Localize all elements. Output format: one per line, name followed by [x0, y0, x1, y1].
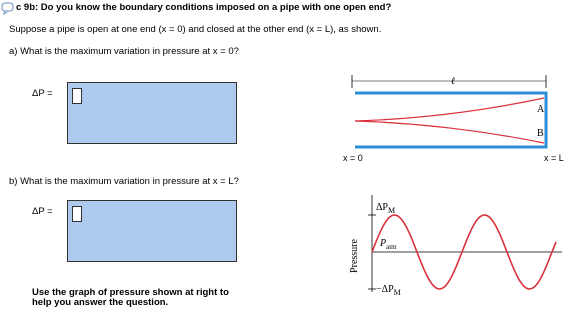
hint-line-2: help you answer the question. — [32, 297, 169, 308]
mid-label: Patm — [379, 238, 397, 251]
title: c 9b: Do you know the boundary condition… — [16, 2, 392, 13]
answer-label-b: ΔP = — [32, 206, 53, 217]
question-b: b) What is the maximum variation in pres… — [9, 176, 239, 187]
pressure-graph: Pressure ΔPM Patm −ΔPM — [349, 195, 562, 297]
point-a: A — [537, 104, 545, 115]
input-b[interactable] — [72, 206, 82, 222]
hint-line-1: Use the graph of pressure shown at right… — [32, 287, 229, 298]
point-b: B — [537, 128, 544, 139]
right-label: x = L — [544, 153, 564, 163]
max-label: ΔPM — [376, 202, 395, 215]
comment-icon[interactable] — [1, 2, 14, 16]
question-a: a) What is the maximum variation in pres… — [9, 46, 239, 57]
answer-box-b — [67, 200, 237, 262]
input-a[interactable] — [72, 88, 82, 104]
min-label: −ΔPM — [376, 284, 401, 297]
pipe-diagram: ℓ A B x = 0 x = L — [343, 75, 564, 163]
length-label: ℓ — [451, 76, 455, 87]
answer-box-a — [67, 82, 237, 144]
answer-label-a: ΔP = — [32, 88, 53, 99]
intro: Suppose a pipe is open at one end (x = 0… — [9, 24, 382, 35]
left-label: x = 0 — [343, 153, 363, 163]
axis-label: Pressure — [349, 239, 360, 273]
